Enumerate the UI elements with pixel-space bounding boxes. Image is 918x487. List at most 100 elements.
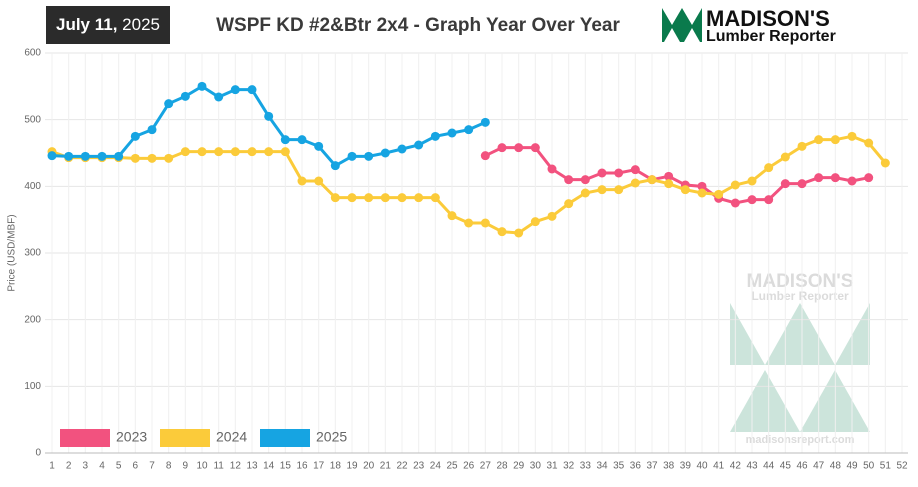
point (447, 128, 457, 138)
point (480, 117, 490, 127)
x-tick-label: 50 (863, 461, 875, 472)
x-tick-label: 24 (430, 461, 442, 472)
x-tick-label: 4 (99, 461, 105, 472)
x-tick-label: 15 (280, 461, 292, 472)
x-tick-label: 3 (83, 461, 89, 472)
point (847, 176, 857, 186)
point (530, 217, 540, 227)
x-tick-label: 22 (396, 461, 408, 472)
point (97, 151, 107, 161)
point (864, 173, 874, 183)
point (780, 179, 790, 189)
point (797, 179, 807, 189)
x-tick-label: 5 (116, 461, 122, 472)
point (614, 168, 624, 178)
x-tick-label: 43 (746, 461, 758, 472)
point (597, 185, 607, 195)
x-tick-label: 23 (413, 461, 425, 472)
x-tick-label: 20 (363, 461, 375, 472)
x-tick-label: 13 (246, 461, 258, 472)
x-tick-label: 29 (513, 461, 525, 472)
point (397, 144, 407, 154)
point (297, 135, 307, 145)
point (514, 143, 524, 153)
x-tick-label: 18 (330, 461, 342, 472)
x-tick-label: 8 (166, 461, 172, 472)
point (364, 193, 374, 203)
date-bold: July 11, (56, 15, 117, 34)
x-tick-label: 40 (696, 461, 708, 472)
point (880, 158, 890, 168)
point (197, 147, 207, 157)
x-tick-label: 32 (563, 461, 575, 472)
y-tick-label: 100 (24, 381, 41, 392)
legend-swatch (160, 429, 210, 447)
y-axis-label: Price (USD/MBF) (7, 214, 18, 291)
point (814, 173, 824, 183)
point (664, 179, 674, 189)
series (47, 131, 890, 238)
point (180, 91, 190, 101)
point (164, 153, 174, 163)
x-tick-label: 41 (713, 461, 725, 472)
x-tick-label: 17 (313, 461, 325, 472)
point (230, 85, 240, 95)
point (814, 135, 824, 145)
point (347, 193, 357, 203)
point (197, 81, 207, 91)
point (597, 168, 607, 178)
point (297, 176, 307, 186)
x-tick-label: 1 (49, 461, 55, 472)
date: July 11, 2025 (56, 15, 160, 34)
x-tick-label: 11 (213, 461, 224, 472)
point (280, 135, 290, 145)
x-tick-label: 47 (813, 461, 825, 472)
x-tick-label: 51 (880, 461, 892, 472)
point (780, 152, 790, 162)
x-tick-label: 49 (846, 461, 858, 472)
legend-label: 2024 (216, 429, 247, 445)
point (630, 178, 640, 188)
point (347, 151, 357, 161)
point (430, 193, 440, 203)
x-tick-label: 52 (896, 461, 908, 472)
x-tick-label: 27 (480, 461, 492, 472)
point (547, 211, 557, 221)
point (114, 151, 124, 161)
point (230, 147, 240, 157)
point (864, 138, 874, 148)
point (730, 198, 740, 208)
point (380, 193, 390, 203)
point (697, 181, 707, 191)
point (764, 195, 774, 205)
point (64, 151, 74, 161)
point (147, 153, 157, 163)
logo-subtitle: Lumber Reporter (706, 28, 836, 45)
x-tick-label: 2 (66, 461, 72, 472)
point (530, 143, 540, 153)
point (264, 111, 274, 121)
point (214, 92, 224, 102)
point (430, 131, 440, 141)
x-tick-label: 35 (613, 461, 625, 472)
y-tick-label: 0 (35, 448, 41, 459)
y-tick-label: 200 (24, 314, 41, 325)
legend: 2023 2024 2025 (60, 429, 347, 447)
point (414, 193, 424, 203)
point (397, 193, 407, 203)
x-tick-label: 6 (133, 461, 139, 472)
line (484, 146, 869, 205)
point (464, 218, 474, 228)
point (580, 188, 590, 198)
x-tick-label: 16 (296, 461, 308, 472)
date-year: 2025 (122, 15, 160, 34)
x-tick-label: 21 (380, 461, 392, 472)
point (764, 163, 774, 173)
point (314, 176, 324, 186)
legend-label: 2025 (316, 429, 347, 445)
logo-name: MADISON'S (706, 6, 830, 31)
point (830, 135, 840, 145)
point (47, 151, 57, 161)
x-tick-label: 48 (830, 461, 842, 472)
